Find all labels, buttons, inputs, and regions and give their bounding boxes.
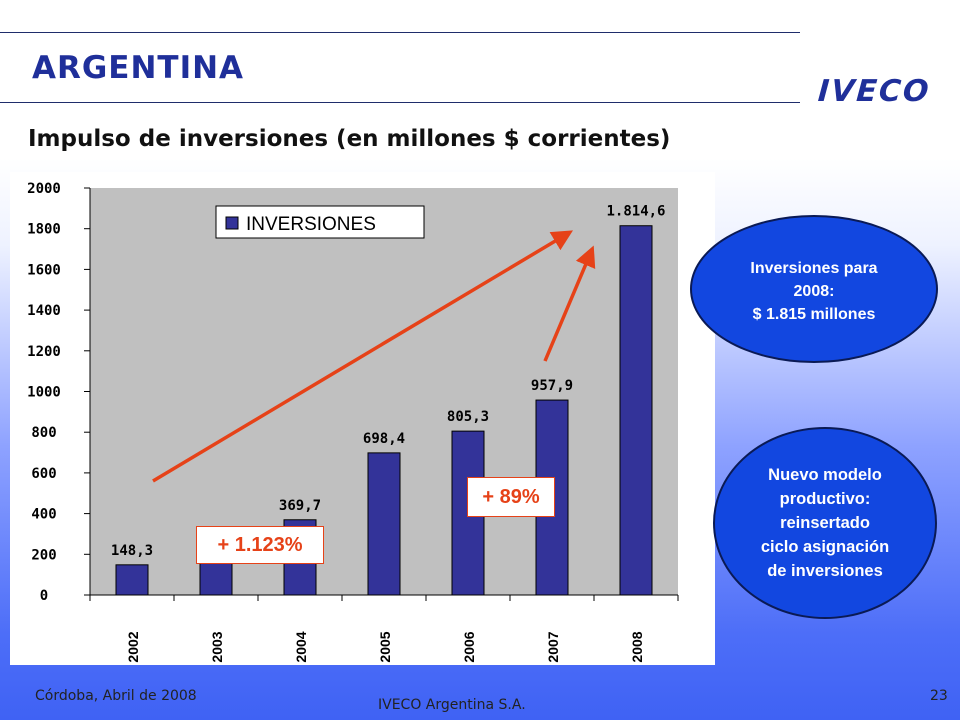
page-title: ARGENTINA (32, 50, 245, 86)
callout-line: Inversiones para (750, 259, 878, 277)
growth-total-arrow (152, 230, 574, 483)
y-tick-label: 200 (31, 547, 56, 563)
x-tick-label: 2002 (125, 631, 141, 662)
legend-label: INVERSIONES (246, 214, 376, 235)
x-tick-label: 2004 (293, 631, 309, 662)
x-tick-label: 2005 (377, 631, 393, 662)
chart-panel: 0 200 400 600 800 1000 1200 1400 1600 1800 2000 148… (10, 172, 715, 665)
legend-box (215, 205, 425, 239)
growth-total-label: + 1.123% (196, 526, 324, 564)
data-label: 369,7 (279, 498, 321, 514)
y-tick-label: 1600 (27, 262, 61, 278)
callout-line: Nuevo modelo (768, 466, 882, 484)
page-number: 23 (930, 688, 948, 704)
y-tick-label: 600 (31, 466, 56, 482)
callout-line: ciclo asignación (760, 538, 890, 556)
data-label: 805,3 (447, 409, 489, 425)
y-tick-label: 2000 (27, 181, 61, 197)
chart-subtitle: Impulso de inversiones (en millones $ co… (28, 126, 671, 152)
footer-date: Córdoba, Abril de 2008 (35, 688, 197, 704)
callout-line: $ 1.815 millones (752, 305, 876, 323)
y-tick-label: 400 (31, 507, 56, 523)
legend-swatch (225, 216, 239, 230)
callout-line: 2008: (793, 282, 835, 300)
x-tick-label: 2008 (629, 631, 645, 662)
data-label: 957,9 (531, 378, 573, 394)
y-tick-label: 800 (31, 425, 56, 441)
y-tick-label: 1000 (27, 385, 61, 401)
investment-2008-callout: Inversiones para 2008: $ 1.815 millones (690, 215, 938, 363)
production-model-callout: Nuevo modelo productivo: reinsertado cic… (713, 427, 937, 619)
iveco-logo: IVECO (816, 74, 932, 109)
callout-line: reinsertado (780, 514, 870, 532)
growth-last-arrow (543, 245, 596, 362)
x-tick-label: 2007 (545, 631, 561, 662)
growth-last-year-label: + 89% (467, 477, 555, 517)
x-tick-label: 2003 (209, 631, 225, 662)
y-tick-label: 1400 (27, 303, 61, 319)
bar-2005 (367, 452, 401, 596)
y-tick-label: 0 (40, 588, 48, 604)
footer-company: IVECO Argentina S.A. (378, 697, 526, 713)
data-label: 698,4 (363, 431, 405, 447)
x-tick-label: 2006 (461, 631, 477, 662)
y-tick-label: 1800 (27, 222, 61, 238)
investment-bar-chart: 0 200 400 600 800 1000 1200 1400 1600 1800 2000 148… (27, 181, 679, 663)
bar-2008 (619, 225, 653, 596)
header-bottom-rule (0, 102, 800, 103)
bar-2002 (115, 564, 149, 596)
callout-line: productivo: (779, 490, 871, 508)
data-label: 148,3 (111, 543, 153, 559)
data-label: 1.814,6 (606, 204, 665, 220)
callout-line: de inversiones (767, 562, 883, 580)
header-top-rule (0, 32, 800, 33)
y-tick-label: 1200 (27, 344, 61, 360)
